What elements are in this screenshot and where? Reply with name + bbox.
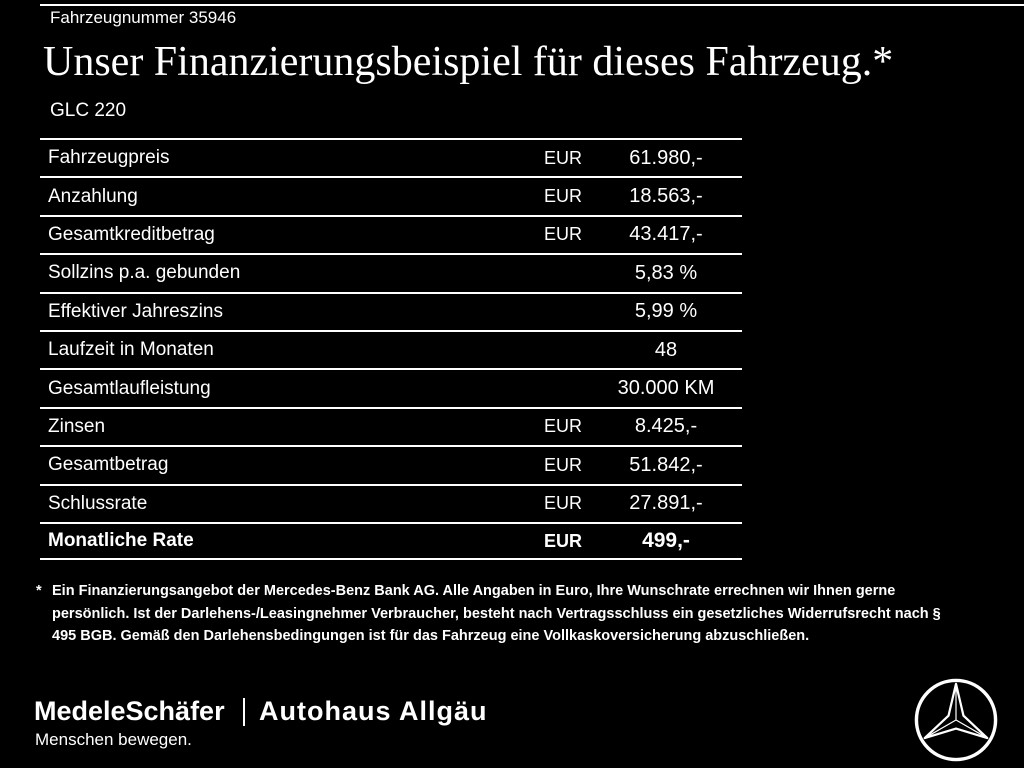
row-label: Laufzeit in Monaten: [48, 339, 214, 361]
dealer-logo-autohaus-allgaeu: Autohaus Allgäu: [259, 696, 488, 726]
row-currency: EUR: [544, 186, 583, 207]
row-label: Effektiver Jahreszins: [48, 300, 223, 322]
row-value: 499,-: [642, 529, 690, 553]
vehicle-model: GLC 220: [50, 100, 127, 121]
row-value: 5,99 %: [634, 300, 698, 323]
row-value: 5,83 %: [634, 261, 698, 284]
finance-row: Anzahlung EUR 18.563,-: [40, 176, 742, 214]
row-value: 30.000 KM: [617, 377, 715, 400]
row-currency: EUR: [544, 530, 583, 551]
row-label: Gesamtbetrag: [48, 454, 169, 476]
mercedes-benz-star-icon: [913, 677, 999, 763]
finance-row: Gesamtlaufleistung 30.000 KM: [40, 368, 742, 406]
finance-table: Fahrzeugpreis EUR 61.980,- Anzahlung EUR 18.5…: [40, 138, 742, 561]
dealer-tagline: Menschen bewegen.: [35, 730, 192, 749]
row-currency: EUR: [544, 224, 583, 245]
finance-row: Schlussrate EUR 27.891,-: [40, 483, 742, 522]
finance-row: Gesamtkreditbetrag EUR 43.417,-: [40, 214, 742, 253]
row-label: Gesamtkreditbetrag: [48, 223, 215, 245]
page-title: Unser Finanzierungsbeispiel für dieses F…: [43, 39, 894, 85]
row-currency: EUR: [544, 454, 583, 475]
row-value: 8.425,-: [634, 415, 698, 438]
finance-row: Zinsen EUR 8.425,-: [40, 406, 742, 445]
row-currency: EUR: [544, 493, 583, 514]
row-label: Schlussrate: [48, 492, 148, 514]
dealer-logo-medele-schaefer: MedeleSchäfer: [34, 696, 225, 726]
row-value: 61.980,-: [629, 146, 703, 169]
finance-row: Sollzins p.a. gebunden 5,83 %: [40, 253, 742, 291]
row-label: Sollzins p.a. gebunden: [48, 262, 241, 284]
row-label: Monatliche Rate: [48, 530, 194, 552]
row-currency: EUR: [544, 416, 583, 437]
finance-row: Gesamtbetrag EUR 51.842,-: [40, 445, 742, 483]
row-label: Fahrzeugpreis: [48, 147, 170, 169]
row-label: Gesamtlaufleistung: [48, 377, 211, 399]
finance-row: Fahrzeugpreis EUR 61.980,-: [40, 138, 742, 176]
row-value: 43.417,-: [629, 223, 703, 246]
footer: MedeleSchäfer Menschen bewegen. Autohaus…: [0, 676, 1024, 768]
finance-row: Effektiver Jahreszins 5,99 %: [40, 291, 742, 330]
row-currency: EUR: [544, 147, 583, 168]
finance-row: Monatliche Rate EUR 499,-: [40, 521, 742, 561]
row-label: Zinsen: [48, 415, 106, 437]
vehicle-number: Fahrzeugnummer 35946: [50, 8, 237, 27]
row-value: 27.891,-: [629, 492, 703, 515]
row-value: 48: [654, 338, 678, 361]
footnote: * Ein Finanzierungsangebot der Mercedes-…: [36, 580, 961, 648]
row-value: 18.563,-: [629, 185, 703, 208]
row-value: 51.842,-: [629, 453, 703, 476]
finance-row: Laufzeit in Monaten 48: [40, 329, 742, 368]
row-label: Anzahlung: [48, 185, 138, 207]
footnote-marker: *: [36, 583, 42, 599]
footnote-text: Ein Finanzierungsangebot der Mercedes-Be…: [52, 583, 941, 644]
top-divider: [40, 4, 1024, 6]
footer-divider: [243, 698, 245, 726]
